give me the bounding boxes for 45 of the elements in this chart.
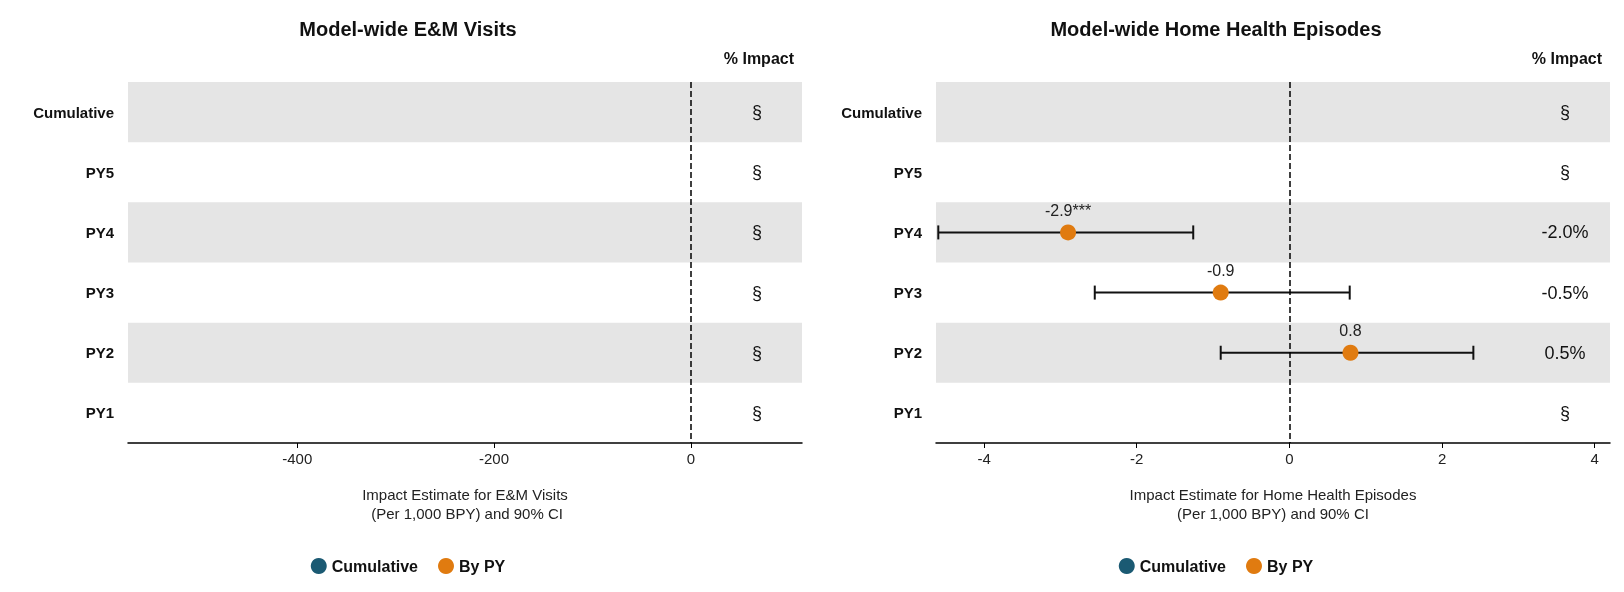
x-tick-label: 2 [1437, 450, 1447, 467]
annotation: § [751, 282, 763, 303]
annotation: -2.0% [1541, 222, 1589, 243]
data-label: -2.9*** [1044, 201, 1092, 219]
chart-title: Model-wide E&M Visits [299, 18, 517, 40]
y-tick-label: PY1 [893, 404, 922, 422]
legend-label: By PY [1267, 557, 1314, 575]
x-axis-title: Impact Estimate for Home Health Episodes (Per 1,000 BPY) and 90% CI [1129, 486, 1417, 522]
data-label: -0.9 [1206, 262, 1235, 280]
annotation: § [1559, 162, 1571, 183]
legend-label: Cumulative [1139, 557, 1227, 575]
y-tick-label: Cumulative [841, 103, 922, 121]
annotation: § [751, 162, 763, 183]
annotation: § [751, 402, 763, 423]
chart-title: Model-wide Home Health Episodes [1050, 18, 1382, 40]
x-tick-label: -200 [479, 450, 510, 467]
legend-label: By PY [459, 557, 506, 575]
x-tick-label: -4 [977, 450, 991, 467]
y-tick-label: PY5 [85, 163, 114, 181]
annotation: 0.5% [1544, 342, 1586, 363]
x-tick-label: -2 [1130, 450, 1144, 467]
y-tick-label: PY1 [85, 404, 114, 422]
x-axis-title: Impact Estimate for E&M Visits (Per 1,000 BPY) and 90% CI [362, 486, 568, 522]
text: % Impact [723, 49, 795, 67]
text: % Impact [1531, 49, 1603, 67]
data-label: 0.8 [1339, 322, 1362, 340]
y-tick-label: PY3 [893, 284, 922, 302]
x-tick-label: 0 [1285, 450, 1294, 467]
annotation: -0.5% [1541, 282, 1589, 303]
y-tick-label: PY4 [893, 223, 923, 241]
annotation: § [751, 342, 763, 363]
x-tick-label: 0 [686, 450, 695, 467]
annotation: § [751, 222, 763, 243]
legend-label: Cumulative [331, 557, 419, 575]
y-tick-label: PY5 [893, 163, 922, 181]
annotation: § [751, 102, 763, 123]
annotation: § [1559, 402, 1571, 423]
annotation: § [1559, 102, 1571, 123]
y-tick-label: Cumulative [33, 103, 114, 121]
y-tick-label: PY2 [893, 344, 922, 362]
y-tick-label: PY2 [85, 344, 114, 362]
y-tick-label: PY3 [85, 284, 114, 302]
x-tick-label: -400 [282, 450, 313, 467]
x-tick-label: 4 [1590, 450, 1599, 467]
y-tick-label: PY4 [85, 223, 115, 241]
